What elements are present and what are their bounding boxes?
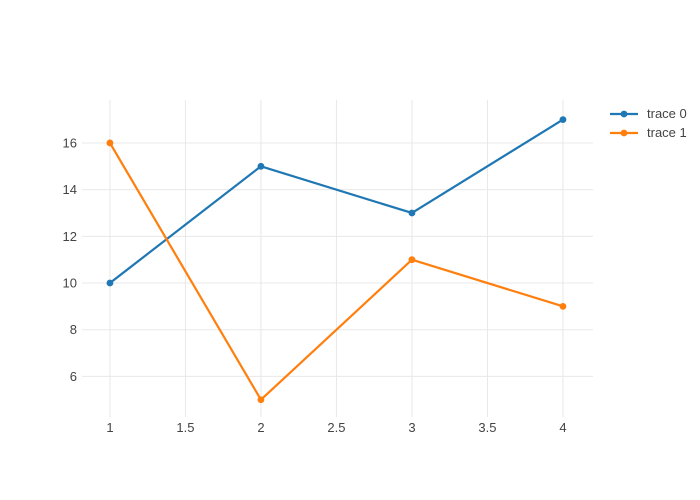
- x-tick-label-1.5: 1.5: [176, 420, 194, 435]
- trace-0-point-2: [408, 209, 416, 217]
- legend-label-trace-1: trace 1: [647, 125, 687, 140]
- y-axis-tick-labels: 6 8 10 12 14 16: [63, 135, 77, 383]
- y-tick-label-12: 12: [63, 229, 77, 244]
- x-tick-label-3.5: 3.5: [478, 420, 496, 435]
- trace-0-point-1: [257, 162, 265, 170]
- trace-0: [106, 116, 567, 287]
- x-tick-label-3: 3: [408, 420, 415, 435]
- legend-line-marker-icon: [610, 129, 638, 136]
- traces: [106, 116, 567, 404]
- x-tick-label-2: 2: [257, 420, 264, 435]
- trace-1-point-2: [408, 256, 416, 264]
- legend-item-trace-1[interactable]: trace 1: [609, 123, 687, 142]
- y-tick-label-14: 14: [63, 182, 77, 197]
- trace-0-point-0: [106, 279, 114, 287]
- legend: trace 0 trace 1: [609, 104, 687, 142]
- trace-0-line: [108, 118, 565, 285]
- trace-1-point-3: [559, 302, 567, 310]
- trace-1-point-1: [257, 396, 265, 404]
- trace-1: [106, 139, 567, 404]
- y-tick-label-16: 16: [63, 135, 77, 150]
- legend-item-trace-0[interactable]: trace 0: [609, 104, 687, 123]
- trace-1-point-0: [106, 139, 114, 147]
- x-axis-tick-labels: 1 1.5 2 2.5 3 3.5 4: [106, 420, 566, 435]
- legend-line-marker-icon: [610, 110, 638, 117]
- y-tick-label-8: 8: [70, 322, 77, 337]
- trace-0-point-3: [559, 116, 567, 124]
- x-tick-label-4: 4: [559, 420, 566, 435]
- legend-label-trace-0: trace 0: [647, 106, 687, 121]
- y-tick-label-10: 10: [63, 276, 77, 291]
- x-tick-label-1: 1: [106, 420, 113, 435]
- y-tick-label-6: 6: [70, 369, 77, 384]
- x-tick-label-2.5: 2.5: [327, 420, 345, 435]
- trace-1-line: [108, 141, 565, 401]
